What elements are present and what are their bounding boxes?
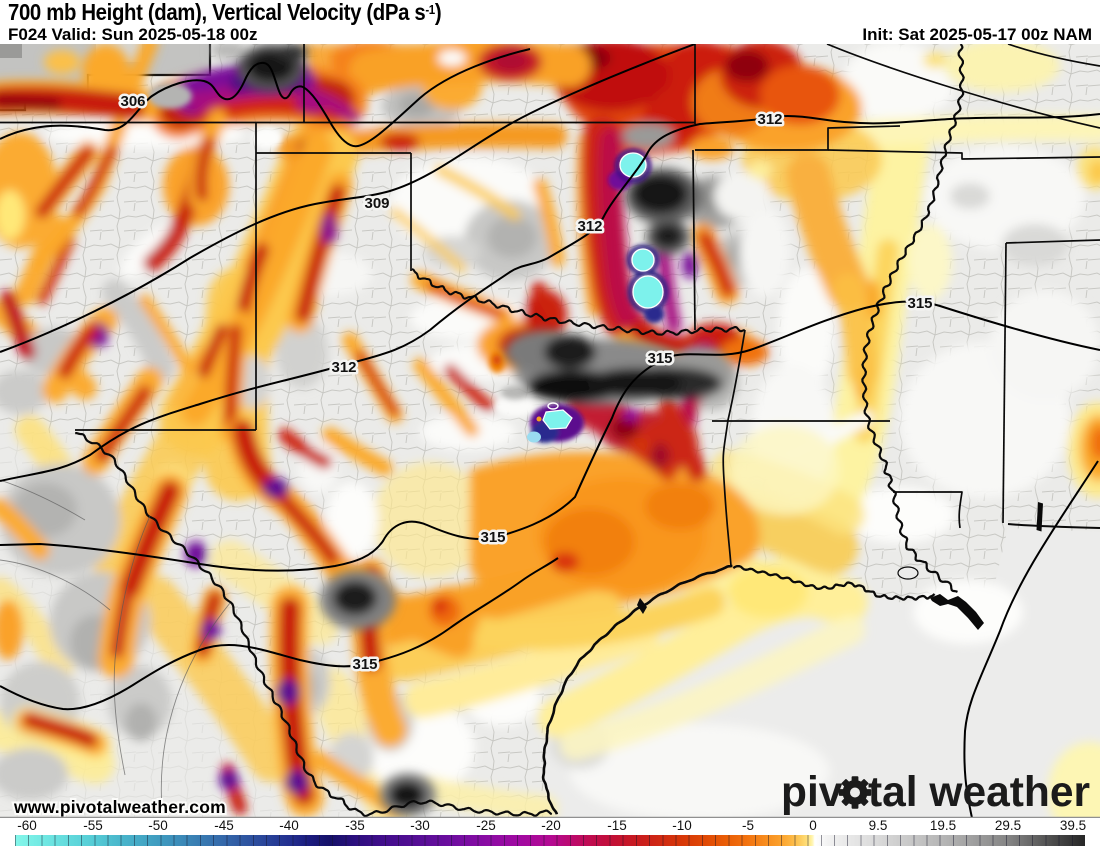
svg-text:piv: piv (781, 769, 843, 816)
svg-text:315: 315 (647, 350, 672, 367)
svg-text:www.pivotalweather.com: www.pivotalweather.com (13, 797, 226, 817)
svg-text:315: 315 (352, 656, 377, 673)
svg-text:309: 309 (364, 195, 389, 212)
svg-text:315: 315 (907, 295, 932, 312)
svg-text:312: 312 (331, 359, 356, 376)
svg-text:tal weather: tal weather (868, 769, 1090, 816)
svg-text:306: 306 (120, 93, 145, 110)
svg-text:312: 312 (757, 111, 782, 128)
svg-text:312: 312 (577, 218, 602, 235)
svg-text:315: 315 (480, 529, 505, 546)
